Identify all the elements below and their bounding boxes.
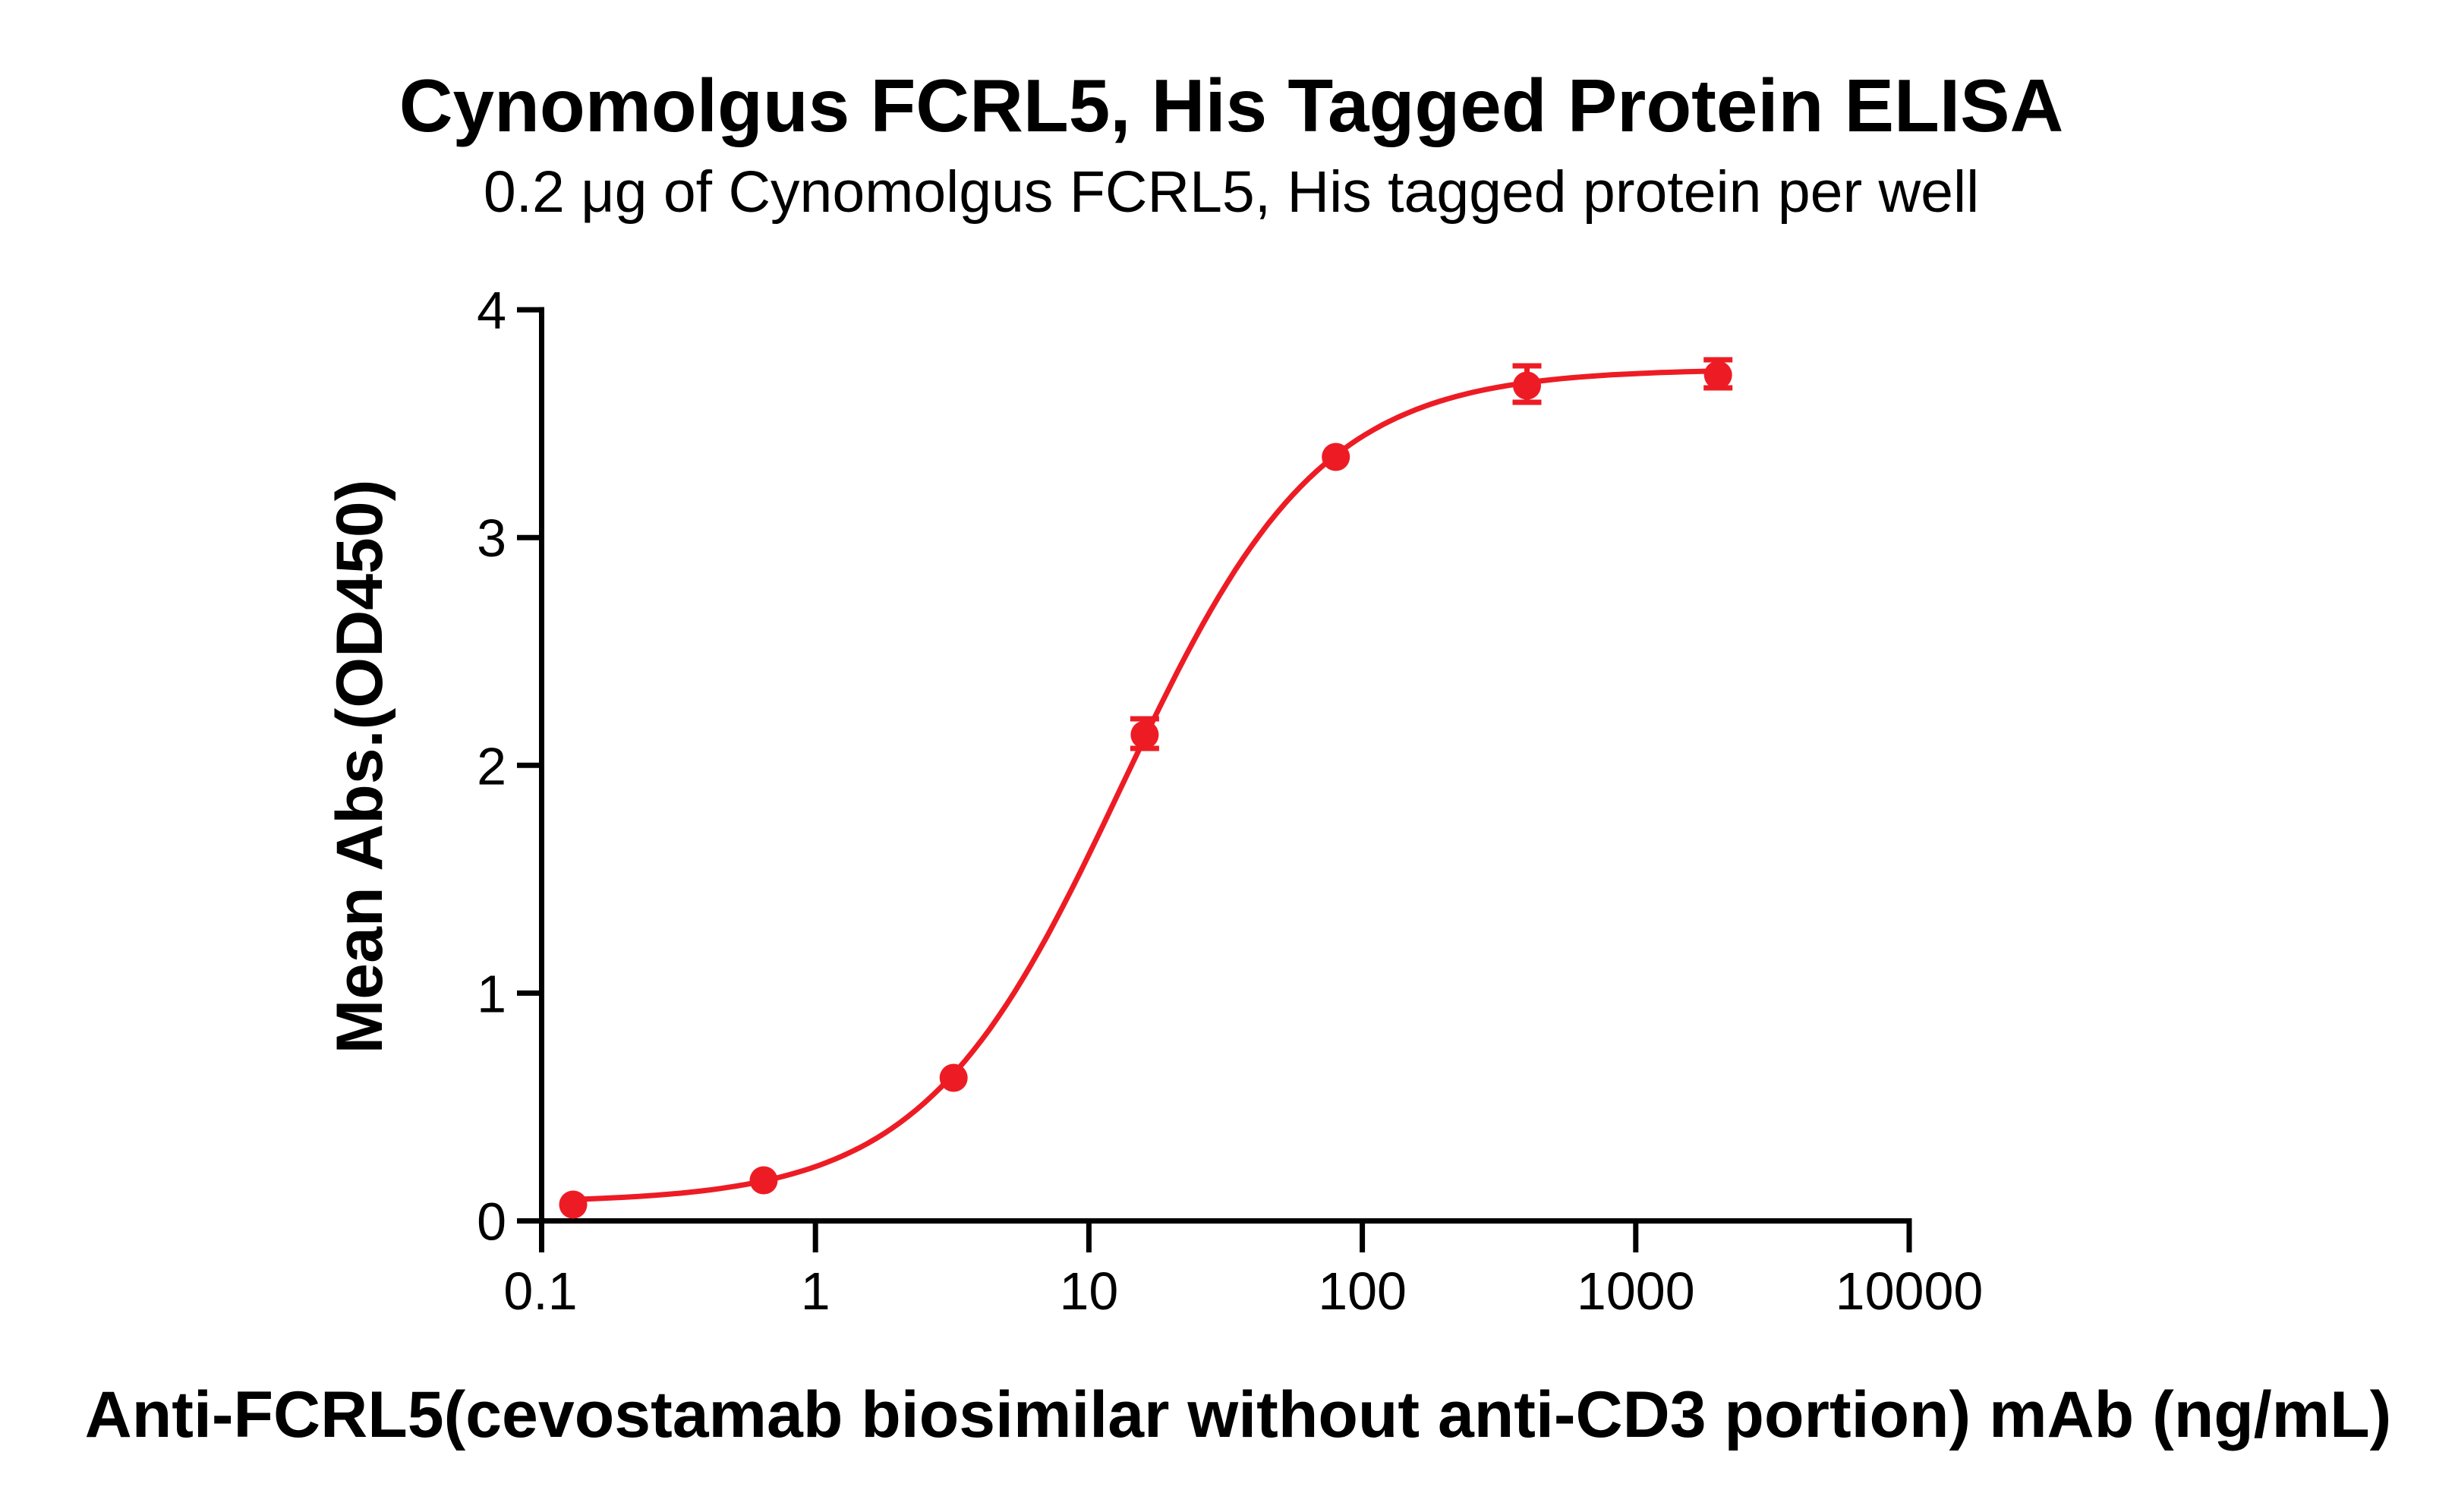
svg-text:10000: 10000 — [1836, 1262, 1984, 1321]
svg-text:4: 4 — [477, 281, 506, 340]
svg-text:10: 10 — [1059, 1262, 1118, 1321]
svg-text:Mean Abs.(OD450): Mean Abs.(OD450) — [323, 480, 396, 1054]
svg-text:Cynomolgus FCRL5, His Tagged P: Cynomolgus FCRL5, His Tagged Protein ELI… — [399, 64, 2063, 147]
svg-text:Anti-FCRL5(cevostamab biosimil: Anti-FCRL5(cevostamab biosimilar without… — [85, 1378, 2392, 1451]
svg-text:2: 2 — [477, 736, 506, 795]
svg-text:0.2 μg of Cynomolgus FCRL5, Hi: 0.2 μg of Cynomolgus FCRL5, His tagged p… — [484, 159, 1979, 225]
svg-text:100: 100 — [1318, 1262, 1407, 1321]
svg-text:3: 3 — [477, 509, 506, 568]
svg-text:1000: 1000 — [1577, 1262, 1695, 1321]
svg-text:1: 1 — [801, 1262, 830, 1321]
svg-text:1: 1 — [477, 964, 506, 1023]
svg-text:0.1: 0.1 — [503, 1262, 577, 1321]
svg-text:0: 0 — [477, 1192, 506, 1252]
